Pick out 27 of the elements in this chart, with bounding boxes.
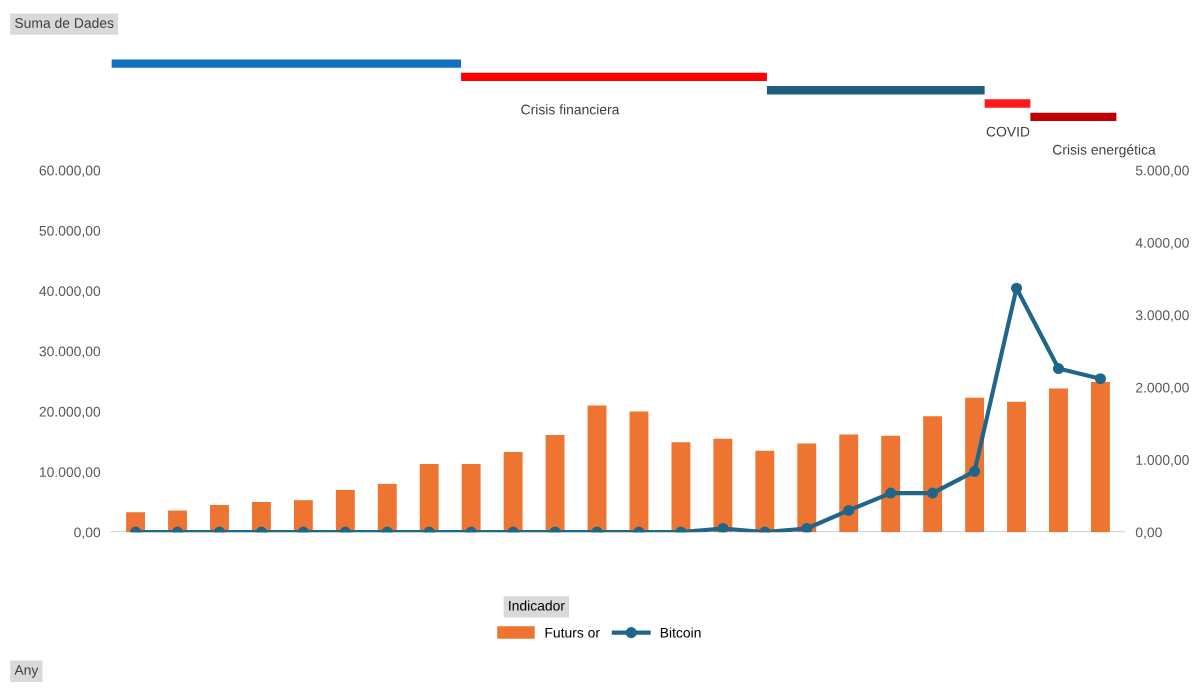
- point: [1094, 373, 1106, 385]
- bar: [461, 463, 481, 533]
- bar: [839, 434, 859, 533]
- point: [801, 522, 813, 533]
- bar: [419, 463, 439, 533]
- bar: [671, 442, 691, 533]
- point: [717, 522, 729, 533]
- bar: [923, 416, 943, 533]
- bar: [335, 489, 355, 533]
- bar: [797, 443, 817, 533]
- bar: [1007, 401, 1026, 533]
- bar: [377, 483, 397, 533]
- bar: [629, 411, 649, 533]
- bar: [545, 435, 565, 533]
- point: [927, 487, 939, 499]
- bar: [587, 405, 607, 533]
- bar: [503, 451, 523, 533]
- bar: [881, 435, 901, 533]
- bar: [713, 438, 733, 533]
- bar: [1090, 381, 1110, 533]
- point: [1010, 282, 1023, 294]
- bar: [755, 450, 775, 533]
- point: [843, 504, 855, 516]
- point: [969, 465, 981, 477]
- point: [885, 487, 897, 499]
- bar: [1049, 388, 1068, 533]
- point: [1052, 363, 1065, 375]
